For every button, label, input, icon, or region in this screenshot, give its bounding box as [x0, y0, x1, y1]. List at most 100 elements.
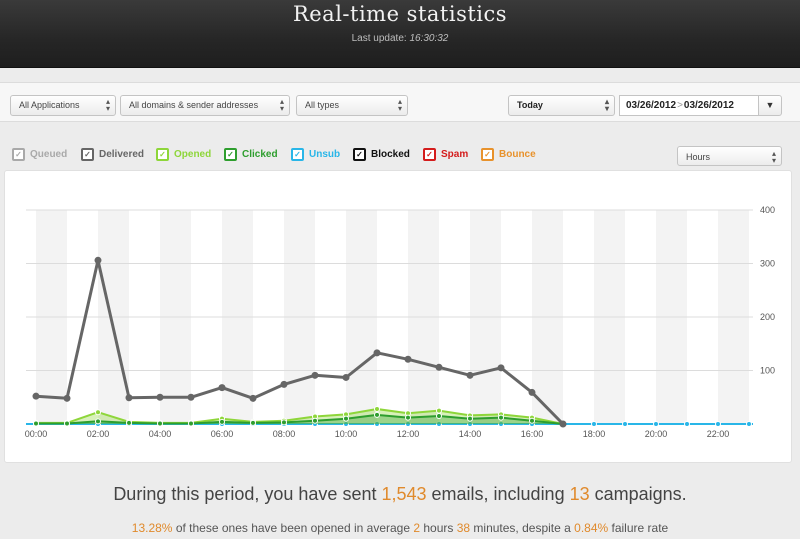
point-unsub [405, 421, 411, 427]
failure-rate: 0.84% [574, 521, 609, 535]
detail-text: of these ones have been opened in averag… [172, 521, 414, 535]
checkbox-icon: ✓ [353, 148, 366, 161]
emails-count: 1,543 [381, 484, 427, 504]
point-unsub [498, 421, 504, 427]
statistics-chart: 100 200 300 400 00:00 02:00 04:00 06:00 08:00 10:… [25, 205, 775, 439]
point-unsub [746, 421, 752, 427]
domains-select[interactable]: All domains & sender addresses ▴ ▾ [120, 95, 290, 116]
checkbox-icon: ✓ [481, 148, 494, 161]
date-from: 03/26/2012 [626, 100, 677, 111]
page-header: Real-time statistics Last update: 16:30:… [0, 0, 800, 68]
avg-hours: 2 [413, 521, 421, 535]
campaigns-count: 13 [569, 484, 590, 504]
point-delivered [373, 349, 381, 357]
point-delivered [156, 393, 164, 401]
point-delivered [559, 420, 567, 428]
point-clicked [312, 417, 318, 424]
x-tick-label: 16:00 [521, 429, 544, 439]
checkbox-icon: ✓ [224, 148, 237, 161]
point-clicked [467, 415, 473, 422]
applications-select[interactable]: All Applications ▴ ▾ [10, 95, 116, 116]
detail-text: minutes, despite a [470, 521, 575, 535]
checkbox-icon: ✓ [12, 148, 25, 161]
legend-label: Blocked [371, 149, 410, 160]
point-unsub [436, 421, 442, 427]
granularity-select[interactable]: Hours ▴ ▾ [677, 146, 782, 166]
point-opened [95, 409, 101, 416]
point-delivered [63, 394, 71, 402]
point-unsub [684, 421, 690, 427]
detail-line: 13.28% of these ones have been opened in… [0, 521, 800, 535]
date-range-field[interactable]: 03/26/2012>03/26/2012 [619, 95, 759, 116]
x-tick-label: 02:00 [87, 429, 110, 439]
point-clicked [405, 414, 411, 421]
page-title: Real-time statistics [292, 2, 508, 26]
checkbox-icon: ✓ [81, 148, 94, 161]
series-line-clicked [36, 413, 564, 425]
x-tick-label: 22:00 [707, 429, 730, 439]
y-tick-label: 200 [760, 312, 775, 322]
point-opened [374, 406, 380, 413]
point-delivered [404, 355, 412, 363]
filter-bar: All Applications ▴ ▾ All domains & sender… [0, 82, 800, 122]
checkbox-icon: ✓ [291, 148, 304, 161]
opened-rate: 13.28% [131, 521, 173, 535]
point-unsub [622, 421, 628, 427]
last-update-time: 16:30:32 [409, 33, 449, 44]
x-tick-label: 06:00 [211, 429, 234, 439]
legend-label: Delivered [99, 149, 145, 160]
x-tick-label: 10:00 [335, 429, 358, 439]
caret-down-icon: ▼ [765, 100, 775, 110]
point-delivered [187, 393, 195, 401]
point-delivered [497, 364, 505, 372]
point-opened [436, 407, 442, 414]
summary-text: During this period, you have sent [113, 484, 382, 504]
types-select-value: All types [305, 100, 340, 110]
x-tick-label: 18:00 [583, 429, 606, 439]
point-clicked [374, 411, 380, 418]
point-clicked [498, 414, 504, 421]
point-delivered [435, 363, 443, 371]
last-update-label: Last update: [351, 33, 407, 44]
point-clicked [188, 420, 194, 427]
last-update: Last update: 16:30:32 [0, 33, 800, 44]
detail-text: hours [420, 521, 457, 535]
range-separator-icon: > [677, 100, 683, 111]
avg-minutes: 38 [456, 521, 471, 535]
y-tick-label: 100 [760, 366, 775, 376]
point-unsub [374, 421, 380, 427]
date-range-dropdown-button[interactable]: ▼ [758, 95, 782, 116]
select-arrows-icon: ▴ ▾ [771, 149, 776, 165]
point-delivered [311, 371, 319, 379]
legend-label: Opened [174, 149, 212, 160]
date-to: 03/26/2012 [683, 100, 734, 111]
point-clicked [126, 419, 132, 426]
point-delivered [249, 394, 257, 402]
legend-label: Queued [30, 149, 68, 160]
point-unsub [715, 421, 721, 427]
select-arrows-icon: ▴ ▾ [604, 97, 609, 113]
point-clicked [281, 419, 287, 426]
x-tick-label: 00:00 [25, 429, 48, 439]
domains-select-value: All domains & sender addresses [129, 100, 259, 110]
detail-text: failure rate [608, 521, 669, 535]
applications-select-value: All Applications [19, 100, 80, 110]
summary-line: During this period, you have sent 1,543 … [0, 484, 800, 505]
point-delivered [466, 371, 474, 379]
legend-label: Unsub [309, 149, 341, 160]
legend-label: Clicked [242, 149, 278, 160]
period-select[interactable]: Today ▴ ▾ [508, 95, 615, 116]
summary-text: emails, including [426, 484, 570, 504]
point-delivered [280, 380, 288, 388]
checkbox-icon: ✓ [156, 148, 169, 161]
types-select[interactable]: All types ▴ ▾ [296, 95, 408, 116]
point-clicked [219, 418, 225, 425]
select-arrows-icon: ▴ ▾ [105, 97, 110, 113]
legend-label: Bounce [499, 149, 536, 160]
series-line-delivered [35, 258, 565, 426]
point-delivered [94, 256, 102, 264]
point-clicked [64, 420, 70, 427]
y-tick-label: 300 [760, 259, 775, 269]
point-delivered [218, 384, 226, 392]
summary-text: campaigns. [589, 484, 687, 504]
